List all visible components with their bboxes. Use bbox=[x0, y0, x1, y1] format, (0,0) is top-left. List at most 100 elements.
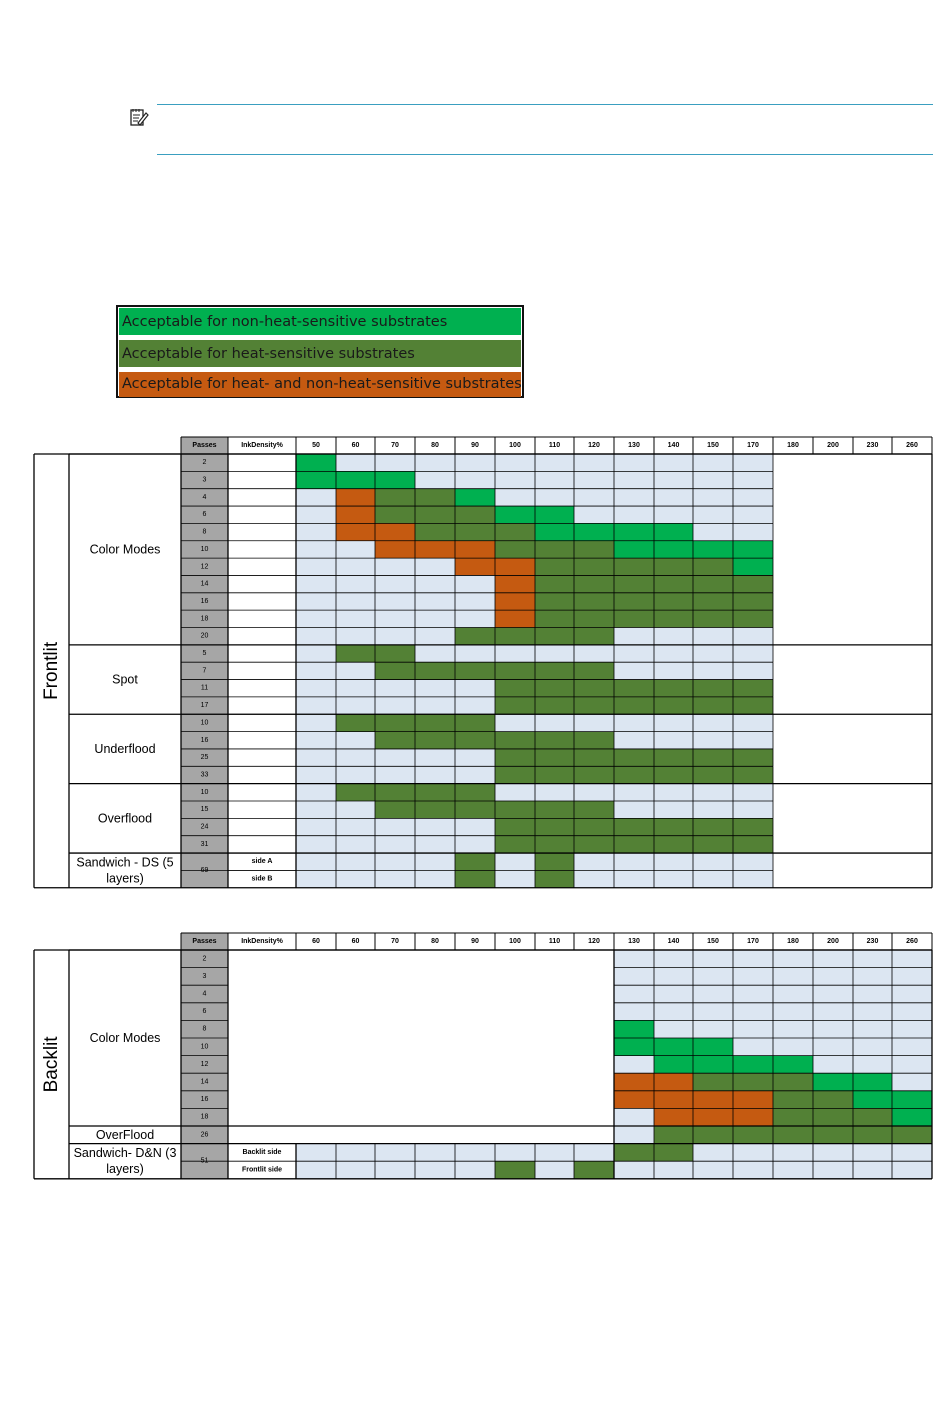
data-cell bbox=[733, 1108, 773, 1126]
density-column-label: 90 bbox=[471, 938, 479, 945]
data-cell bbox=[415, 558, 455, 576]
data-cell bbox=[574, 523, 614, 541]
data-cell bbox=[892, 1108, 932, 1126]
passes-header-bg bbox=[181, 933, 228, 950]
data-cell bbox=[654, 783, 693, 801]
data-cell bbox=[415, 644, 455, 663]
legend-item-non-heat-sensitive: Acceptable for non-heat-sensitive substr… bbox=[119, 308, 521, 335]
data-cell bbox=[654, 766, 693, 784]
data-cell bbox=[654, 731, 693, 749]
passes-cell-bg bbox=[181, 471, 228, 489]
data-cell bbox=[614, 748, 654, 767]
data-cell bbox=[654, 488, 693, 507]
data-cell bbox=[495, 801, 535, 819]
data-cell bbox=[574, 1143, 614, 1162]
data-cell bbox=[654, 835, 693, 854]
data-cell bbox=[375, 471, 415, 489]
legend-item-both: Acceptable for heat- and non-heat-sensit… bbox=[119, 372, 521, 397]
data-cell bbox=[535, 731, 574, 749]
data-cell bbox=[336, 471, 375, 489]
passes-cell-bg bbox=[181, 1055, 228, 1074]
data-cell bbox=[296, 731, 336, 749]
data-cell bbox=[654, 506, 693, 524]
data-cell bbox=[654, 454, 693, 472]
side-label: Backlit side bbox=[243, 1149, 282, 1156]
data-cell bbox=[693, 1055, 733, 1074]
data-cell bbox=[574, 679, 614, 697]
data-cell bbox=[296, 818, 336, 836]
data-cell bbox=[654, 471, 693, 489]
passes-label: 2 bbox=[203, 459, 207, 466]
passes-cell-bg bbox=[181, 950, 228, 968]
data-cell bbox=[336, 506, 375, 524]
data-cell bbox=[813, 1055, 853, 1074]
data-cell bbox=[614, 1002, 654, 1021]
data-cell bbox=[336, 783, 375, 801]
data-cell bbox=[892, 1020, 932, 1038]
note-icon bbox=[129, 107, 149, 127]
passes-label: 6 bbox=[203, 511, 207, 518]
data-cell bbox=[654, 592, 693, 611]
data-cell bbox=[654, 1143, 693, 1162]
data-cell bbox=[614, 662, 654, 680]
data-cell bbox=[375, 627, 415, 645]
passes-cell-bg bbox=[181, 592, 228, 611]
data-cell bbox=[574, 783, 614, 801]
passes-cell-bg bbox=[181, 853, 228, 888]
data-cell bbox=[733, 1055, 773, 1074]
data-cell bbox=[455, 679, 495, 697]
data-cell bbox=[693, 679, 733, 697]
passes-label: 18 bbox=[201, 615, 209, 622]
data-cell bbox=[733, 714, 773, 732]
passes-label: 12 bbox=[201, 1061, 209, 1068]
data-cell bbox=[813, 1090, 853, 1109]
density-column-label: 200 bbox=[827, 938, 839, 945]
data-cell bbox=[535, 870, 574, 888]
data-cell bbox=[693, 575, 733, 593]
passes-cell-bg bbox=[181, 967, 228, 986]
data-cell bbox=[693, 1002, 733, 1021]
data-cell bbox=[375, 1161, 415, 1179]
note-bottom-rule bbox=[157, 154, 933, 155]
data-cell bbox=[614, 679, 654, 697]
data-cell bbox=[733, 506, 773, 524]
data-cell bbox=[733, 1020, 773, 1038]
data-cell bbox=[813, 1126, 853, 1144]
data-cell bbox=[336, 679, 375, 697]
data-cell bbox=[733, 592, 773, 611]
data-cell bbox=[375, 592, 415, 611]
density-column-label: 180 bbox=[787, 938, 799, 945]
data-cell bbox=[733, 523, 773, 541]
data-cell bbox=[375, 644, 415, 663]
data-cell bbox=[296, 853, 336, 871]
section-label: layers) bbox=[106, 1162, 144, 1176]
data-cell bbox=[455, 731, 495, 749]
data-cell bbox=[654, 679, 693, 697]
data-cell bbox=[654, 1090, 693, 1109]
data-cell bbox=[336, 558, 375, 576]
data-cell bbox=[853, 1055, 892, 1074]
passes-cell-bg bbox=[181, 801, 228, 819]
data-cell bbox=[535, 454, 574, 472]
data-cell bbox=[535, 558, 574, 576]
passes-cell-bg bbox=[181, 540, 228, 559]
data-cell bbox=[773, 1126, 813, 1144]
data-cell bbox=[495, 1143, 535, 1162]
passes-label: 6 bbox=[203, 1008, 207, 1015]
data-cell bbox=[733, 696, 773, 715]
data-cell bbox=[415, 592, 455, 611]
density-column-label: 260 bbox=[906, 938, 918, 945]
passes-cell-bg bbox=[181, 558, 228, 576]
data-cell bbox=[733, 818, 773, 836]
passes-cell-bg bbox=[181, 714, 228, 732]
density-column-label: 170 bbox=[747, 938, 759, 945]
data-cell bbox=[455, 540, 495, 559]
data-cell bbox=[296, 801, 336, 819]
data-cell bbox=[654, 575, 693, 593]
data-cell bbox=[693, 853, 733, 871]
passes-label: 17 bbox=[201, 702, 209, 709]
data-cell bbox=[455, 610, 495, 628]
data-cell bbox=[296, 454, 336, 472]
data-cell bbox=[455, 471, 495, 489]
data-cell bbox=[535, 1143, 574, 1162]
